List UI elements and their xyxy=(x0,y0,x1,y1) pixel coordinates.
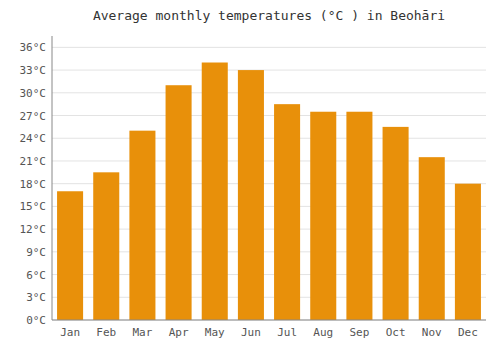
x-tick-label: Oct xyxy=(386,326,406,339)
chart-svg: Average monthly temperatures (°C ) in Be… xyxy=(0,0,500,350)
grid-line xyxy=(52,47,486,48)
chart-container: Average monthly temperatures (°C ) in Be… xyxy=(0,0,500,350)
bar xyxy=(383,127,409,320)
bar xyxy=(57,191,83,320)
bar xyxy=(419,157,445,320)
y-tick-label: 36°C xyxy=(20,41,47,54)
bar xyxy=(274,104,300,320)
y-tick-label: 0°C xyxy=(26,314,46,327)
grid-line xyxy=(52,320,486,321)
bar xyxy=(238,70,264,320)
bar xyxy=(93,172,119,320)
y-tick-label: 33°C xyxy=(20,64,47,77)
x-tick-label: Apr xyxy=(169,326,189,339)
y-tick-label: 9°C xyxy=(26,246,46,259)
y-tick-label: 3°C xyxy=(26,291,46,304)
y-tick-label: 6°C xyxy=(26,269,46,282)
title: Average monthly temperatures (°C ) in Be… xyxy=(93,8,445,23)
x-tick-label: Sep xyxy=(349,326,369,339)
bar xyxy=(166,85,192,320)
y-tick-label: 18°C xyxy=(20,178,47,191)
grid-line xyxy=(52,92,486,93)
bars xyxy=(57,63,481,320)
y-tick-label: 30°C xyxy=(20,87,47,100)
grid-line xyxy=(52,70,486,71)
grid-line xyxy=(52,138,486,139)
x-tick-label: May xyxy=(205,326,225,339)
x-tick-label: Feb xyxy=(96,326,116,339)
grid xyxy=(52,47,486,320)
y-tick-label: 12°C xyxy=(20,223,47,236)
y-tick-label: 24°C xyxy=(20,132,47,145)
x-tick-label: Aug xyxy=(313,326,333,339)
x-tick-label: Jul xyxy=(277,326,297,339)
bar xyxy=(455,184,481,320)
x-tick-label: Jan xyxy=(60,326,80,339)
bar xyxy=(346,112,372,320)
grid-line xyxy=(52,115,486,116)
x-axis-line xyxy=(52,320,486,321)
x-tick-label: Nov xyxy=(422,326,442,339)
bar xyxy=(310,112,336,320)
y-tick-label: 15°C xyxy=(20,200,47,213)
bar xyxy=(129,131,155,320)
bar xyxy=(202,63,228,320)
y-tick-label: 27°C xyxy=(20,110,47,123)
x-tick-label: Mar xyxy=(132,326,152,339)
x-tick-label: Jun xyxy=(241,326,261,339)
y-tick-label: 21°C xyxy=(20,155,47,168)
y-axis-line xyxy=(52,36,53,320)
x-tick-label: Dec xyxy=(458,326,478,339)
